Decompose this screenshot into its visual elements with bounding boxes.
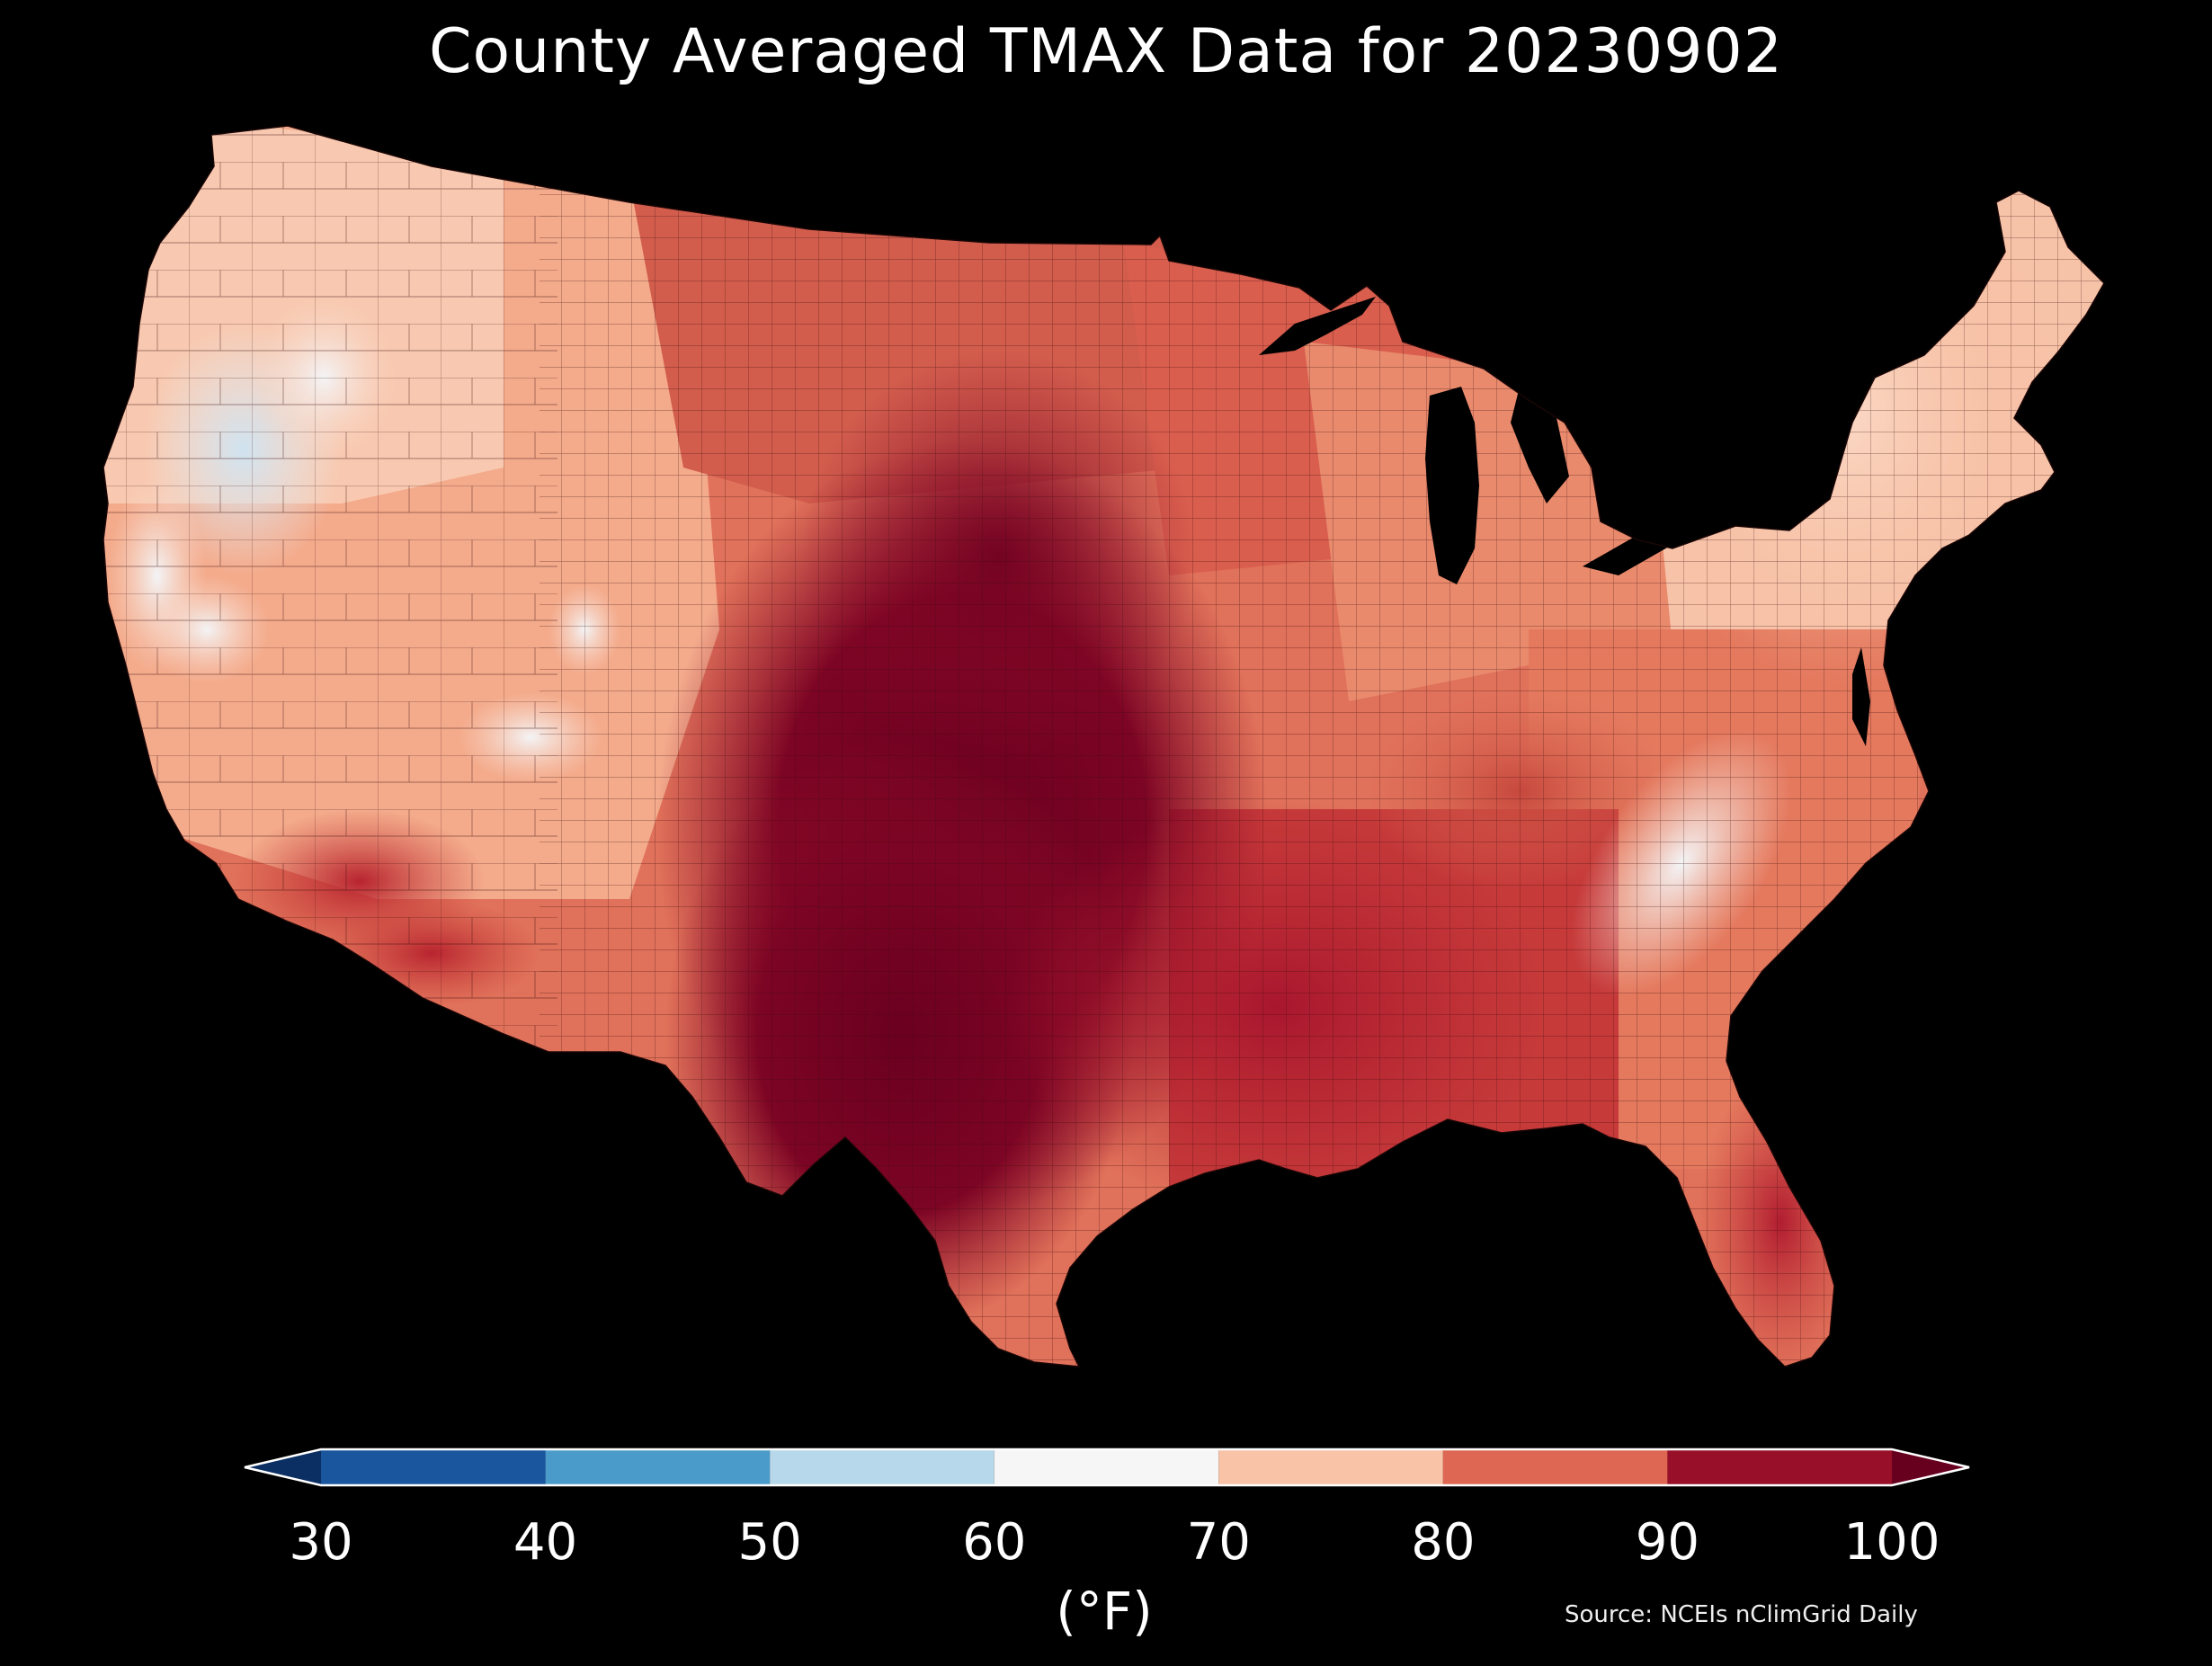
colorbar-tick-label: 80	[1411, 1513, 1476, 1572]
colorbar-tick-label: 50	[737, 1513, 802, 1572]
colorbar-bin-4	[1218, 1449, 1443, 1485]
colorbar-bins	[321, 1449, 1892, 1485]
colorbar-unit-label: (°F)	[1056, 1581, 1153, 1642]
colorbar-bin-6	[1667, 1449, 1892, 1485]
colorbar-over-arrow	[1892, 1449, 1969, 1485]
colorbar-bin-5	[1442, 1449, 1668, 1485]
colorbar-tick-label: 90	[1635, 1513, 1700, 1572]
colorbar-under-arrow	[245, 1449, 321, 1485]
map-title: County Averaged TMAX Data for 20230902	[429, 16, 1783, 87]
lake-michigan	[1425, 387, 1479, 584]
colorbar-tick-label: 100	[1843, 1513, 1940, 1572]
colorbar-bin-1	[545, 1449, 771, 1485]
colorbar-tick-label: 60	[962, 1513, 1027, 1572]
colorbar-bin-3	[994, 1449, 1219, 1485]
source-credit: Source: NCEIs nClimGrid Daily	[1565, 1601, 1918, 1628]
chesapeake-bay	[1852, 647, 1870, 746]
colorbar-bin-0	[321, 1449, 546, 1485]
colorbar-bin-2	[770, 1449, 995, 1485]
colorbar-tick-label: 30	[289, 1513, 353, 1572]
lake-erie	[1583, 521, 1690, 575]
colorbar-tick-label: 40	[513, 1513, 578, 1572]
lake-superior	[1259, 297, 1376, 355]
colorbar-tick-label: 70	[1186, 1513, 1251, 1572]
colorbar-outline	[244, 1448, 1970, 1487]
